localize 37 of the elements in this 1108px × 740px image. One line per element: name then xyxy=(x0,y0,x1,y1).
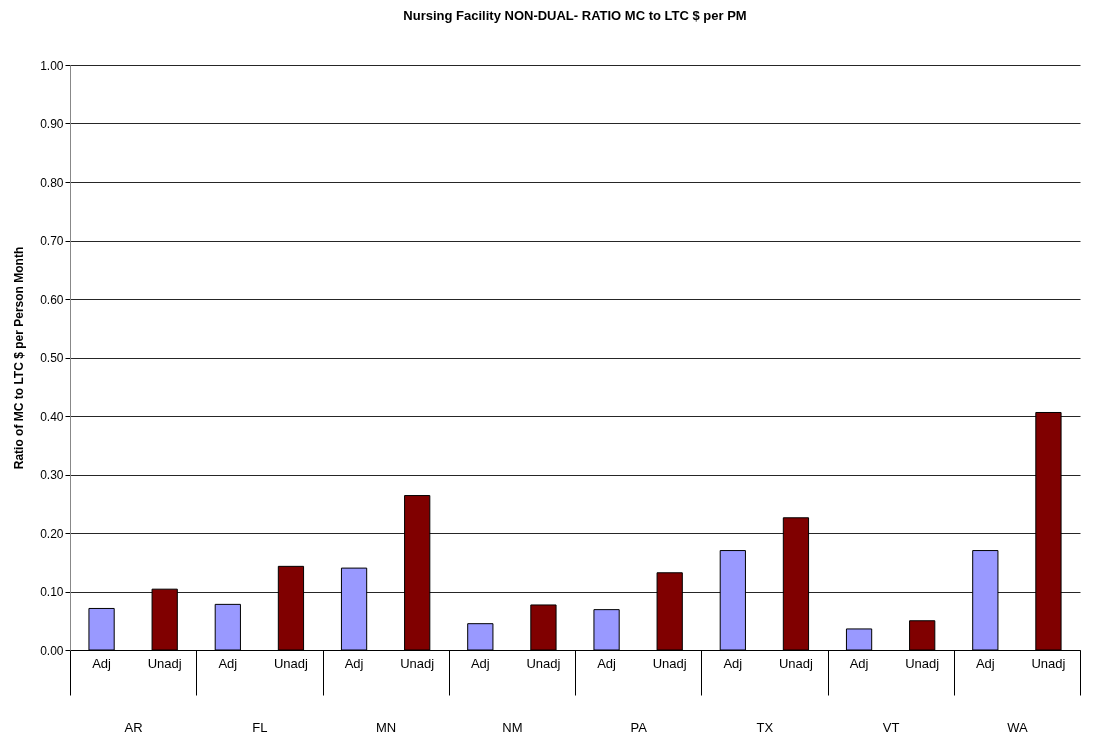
text: Unadj xyxy=(652,656,687,671)
x-tick-label: AR xyxy=(124,719,143,735)
y-tick-label: 0.80 xyxy=(40,175,64,190)
text: Unadj xyxy=(147,656,182,671)
text: Adj xyxy=(218,656,238,671)
series-label: Unadj xyxy=(526,656,561,671)
y-tick-label: 0.20 xyxy=(40,526,64,541)
x-tick-label: MN xyxy=(376,719,397,735)
text: Unadj xyxy=(905,656,940,671)
text: Adj xyxy=(470,656,490,671)
text: Adj xyxy=(344,656,364,671)
y-tick-label: 0.60 xyxy=(40,292,64,307)
y-axis-title: Ratio of MC to LTC $ per Person Month xyxy=(12,246,27,470)
y-tick-label: 0.70 xyxy=(40,234,64,248)
x-tick-label: FL xyxy=(252,719,268,735)
text: Unadj xyxy=(1031,656,1066,671)
y-tick-label: 0.50 xyxy=(40,351,64,365)
y-tick-label: 1.00 xyxy=(40,58,64,73)
y-tick-label: 0.40 xyxy=(40,409,64,424)
y-tick-label: 0.90 xyxy=(40,117,64,131)
x-tick-label: VT xyxy=(882,719,900,735)
x-tick-label: WA xyxy=(1007,719,1028,735)
x-tick-label: NM xyxy=(502,719,523,735)
chart-title: Nursing Facility NON-DUAL- RATIO MC to LTC $ per PM xyxy=(403,8,747,23)
text: Adj xyxy=(597,656,616,671)
y-tick-label: 0.00 xyxy=(40,643,64,658)
text: Unadj xyxy=(400,656,435,671)
series-label: Adj xyxy=(92,656,112,671)
text: Unadj xyxy=(778,656,813,671)
text: Adj xyxy=(723,656,743,671)
y-tick-label: 0.30 xyxy=(40,468,64,482)
y-tick-label: 0.10 xyxy=(40,585,64,599)
x-tick-label: TX xyxy=(756,719,774,735)
x-tick-label: PA xyxy=(630,719,648,735)
text: Unadj xyxy=(273,656,308,671)
text: Adj xyxy=(975,656,995,671)
text: Adj xyxy=(849,656,869,671)
